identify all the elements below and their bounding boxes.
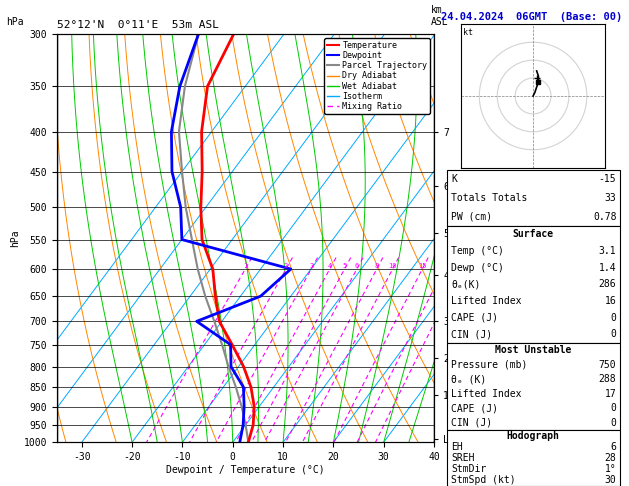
Text: 6: 6 [355, 263, 359, 269]
Text: kt: kt [463, 28, 473, 37]
Text: 1: 1 [243, 263, 247, 269]
Text: EH: EH [451, 442, 463, 452]
Text: Temp (°C): Temp (°C) [451, 246, 504, 256]
Text: SREH: SREH [451, 453, 474, 463]
Text: Mixing Ratio (g/kg): Mixing Ratio (g/kg) [464, 191, 473, 286]
Text: 3.1: 3.1 [599, 246, 616, 256]
Text: CAPE (J): CAPE (J) [451, 403, 498, 413]
Text: 1.4: 1.4 [599, 262, 616, 273]
Text: 17: 17 [604, 389, 616, 399]
Text: θₑ (K): θₑ (K) [451, 374, 486, 384]
Text: 0: 0 [611, 418, 616, 428]
Text: 52°12'N  0°11'E  53m ASL: 52°12'N 0°11'E 53m ASL [57, 20, 219, 31]
Text: Surface: Surface [513, 229, 554, 239]
Text: 2: 2 [284, 263, 288, 269]
Text: PW (cm): PW (cm) [451, 212, 492, 222]
Text: Lifted Index: Lifted Index [451, 296, 521, 306]
Y-axis label: hPa: hPa [11, 229, 21, 247]
Text: 1°: 1° [604, 464, 616, 474]
Text: 286: 286 [599, 279, 616, 289]
Text: K: K [451, 174, 457, 184]
Text: hPa: hPa [6, 17, 24, 27]
Text: 0: 0 [611, 403, 616, 413]
Text: Hodograph: Hodograph [506, 431, 560, 441]
Text: 5: 5 [342, 263, 347, 269]
Text: CIN (J): CIN (J) [451, 330, 492, 339]
X-axis label: Dewpoint / Temperature (°C): Dewpoint / Temperature (°C) [166, 465, 325, 475]
Text: Most Unstable: Most Unstable [495, 345, 571, 355]
Text: Totals Totals: Totals Totals [451, 193, 527, 203]
Text: 6: 6 [611, 442, 616, 452]
Text: 16: 16 [604, 296, 616, 306]
Text: CAPE (J): CAPE (J) [451, 312, 498, 323]
Text: CIN (J): CIN (J) [451, 418, 492, 428]
Text: StmDir: StmDir [451, 464, 486, 474]
Text: 33: 33 [604, 193, 616, 203]
Text: 30: 30 [604, 475, 616, 486]
Text: Pressure (mb): Pressure (mb) [451, 360, 527, 369]
Text: 750: 750 [599, 360, 616, 369]
Text: 3: 3 [309, 263, 313, 269]
Text: km
ASL: km ASL [431, 5, 448, 27]
Text: StmSpd (kt): StmSpd (kt) [451, 475, 516, 486]
Text: -15: -15 [599, 174, 616, 184]
Text: Lifted Index: Lifted Index [451, 389, 521, 399]
Text: 288: 288 [599, 374, 616, 384]
Text: © weatheronline.co.uk: © weatheronline.co.uk [479, 474, 584, 484]
Text: 0.78: 0.78 [593, 212, 616, 222]
Text: 0: 0 [611, 312, 616, 323]
Text: θₑ(K): θₑ(K) [451, 279, 481, 289]
Text: 10: 10 [388, 263, 397, 269]
Text: Dewp (°C): Dewp (°C) [451, 262, 504, 273]
Text: 15: 15 [418, 263, 426, 269]
Text: 0: 0 [611, 330, 616, 339]
Text: 24.04.2024  06GMT  (Base: 00): 24.04.2024 06GMT (Base: 00) [441, 12, 622, 22]
Text: 28: 28 [604, 453, 616, 463]
Text: 8: 8 [375, 263, 379, 269]
Legend: Temperature, Dewpoint, Parcel Trajectory, Dry Adiabat, Wet Adiabat, Isotherm, Mi: Temperature, Dewpoint, Parcel Trajectory… [324, 38, 430, 114]
Text: 4: 4 [328, 263, 332, 269]
